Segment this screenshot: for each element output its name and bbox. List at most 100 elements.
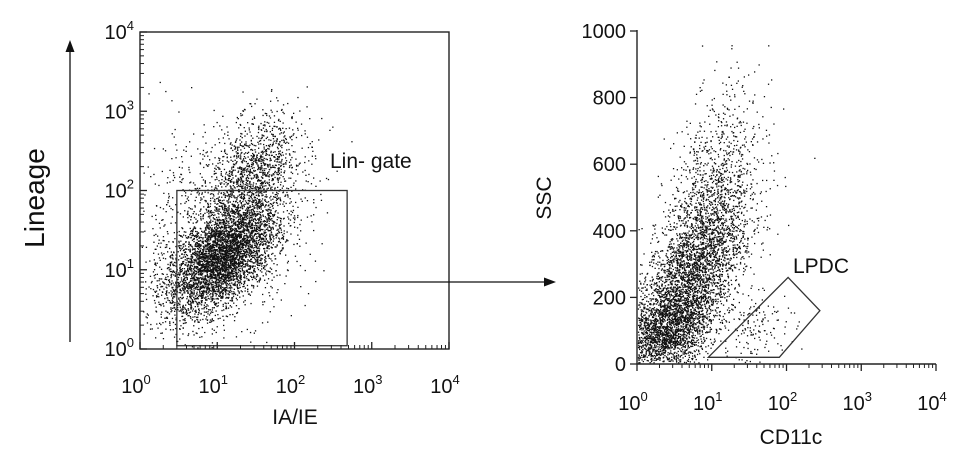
scatter-point xyxy=(209,258,211,260)
scatter-point xyxy=(195,258,197,260)
scatter-point xyxy=(259,229,261,232)
scatter-point xyxy=(230,236,232,238)
scatter-point xyxy=(258,281,260,283)
scatter-point xyxy=(231,293,233,295)
scatter-point xyxy=(232,279,235,281)
scatter-point xyxy=(258,251,260,253)
scatter-point xyxy=(247,145,250,147)
scatter-point xyxy=(231,255,233,257)
scatter-point xyxy=(250,149,252,151)
scatter-point xyxy=(248,164,250,167)
scatter-point xyxy=(242,242,244,244)
scatter-point xyxy=(197,245,199,248)
scatter-point xyxy=(209,278,212,280)
scatter-point xyxy=(245,242,247,244)
scatter-point xyxy=(220,284,222,287)
scatter-point xyxy=(187,269,189,271)
scatter-point xyxy=(246,241,248,243)
scatter-point xyxy=(251,157,253,160)
scatter-point xyxy=(252,231,254,233)
scatter-point xyxy=(217,273,219,275)
scatter-point xyxy=(176,287,179,289)
scatter-point xyxy=(248,226,250,228)
scatter-point xyxy=(155,311,158,313)
scatter-point xyxy=(222,303,224,306)
scatter-point xyxy=(190,304,192,307)
scatter-point xyxy=(198,281,200,284)
scatter-point xyxy=(222,233,224,235)
scatter-point xyxy=(222,243,224,245)
scatter-point xyxy=(228,197,230,199)
scatter-point xyxy=(193,292,195,294)
scatter-point xyxy=(260,228,262,230)
scatter-point xyxy=(307,146,310,149)
scatter-point xyxy=(213,244,215,246)
scatter-point xyxy=(193,334,195,336)
scatter-point xyxy=(243,158,245,160)
scatter-point xyxy=(190,270,192,272)
scatter-point xyxy=(245,215,247,217)
scatter-point xyxy=(219,233,221,235)
scatter-point xyxy=(207,245,209,247)
scatter-point xyxy=(217,231,219,233)
scatter-point xyxy=(226,244,229,247)
scatter-point xyxy=(178,283,180,285)
scatter-point xyxy=(202,262,204,265)
scatter-point xyxy=(270,227,272,230)
scatter-point xyxy=(252,210,255,212)
scatter-point xyxy=(264,121,266,123)
scatter-point xyxy=(230,276,232,278)
scatter-point xyxy=(270,100,272,102)
scatter-point xyxy=(231,275,233,277)
scatter-point xyxy=(253,256,255,258)
scatter-point xyxy=(244,225,246,227)
scatter-point xyxy=(283,230,285,232)
scatter-point xyxy=(233,240,235,243)
scatter-point xyxy=(298,163,300,165)
scatter-point xyxy=(226,184,228,186)
scatter-point xyxy=(226,284,228,286)
scatter-point xyxy=(219,252,221,254)
scatter-point xyxy=(278,217,280,219)
scatter-point xyxy=(238,280,240,282)
scatter-point xyxy=(251,266,254,269)
scatter-point xyxy=(243,228,246,230)
scatter-point xyxy=(187,217,189,219)
scatter-point xyxy=(197,261,199,264)
scatter-point xyxy=(201,293,203,295)
scatter-point xyxy=(216,242,219,244)
scatter-point xyxy=(188,286,190,288)
scatter-point xyxy=(230,186,232,188)
scatter-point xyxy=(168,281,171,283)
scatter-point xyxy=(215,282,218,284)
scatter-point xyxy=(155,295,158,297)
scatter-point xyxy=(180,284,182,286)
scatter-point xyxy=(278,161,280,163)
scatter-point xyxy=(207,232,210,234)
scatter-point xyxy=(260,224,262,226)
scatter-point xyxy=(273,214,275,217)
scatter-point xyxy=(213,188,216,190)
scatter-point xyxy=(226,215,228,217)
scatter-point xyxy=(238,271,240,273)
scatter-point xyxy=(202,281,204,284)
scatter-point xyxy=(225,228,227,230)
scatter-point xyxy=(202,279,204,281)
scatter-point xyxy=(193,251,196,254)
scatter-point xyxy=(243,206,245,208)
scatter-point xyxy=(261,166,263,169)
scatter-point xyxy=(187,287,189,289)
scatter-point xyxy=(222,263,224,265)
scatter-point xyxy=(212,270,215,272)
scatter-point xyxy=(228,267,230,269)
scatter-point xyxy=(268,122,270,124)
scatter-point xyxy=(275,270,277,272)
scatter-point xyxy=(237,249,239,251)
scatter-point xyxy=(277,143,280,145)
scatter-point xyxy=(198,270,201,272)
scatter-point xyxy=(262,177,264,179)
scatter-point xyxy=(234,187,236,189)
scatter-point xyxy=(235,274,237,277)
scatter-point xyxy=(228,226,230,228)
scatter-point xyxy=(173,274,175,276)
